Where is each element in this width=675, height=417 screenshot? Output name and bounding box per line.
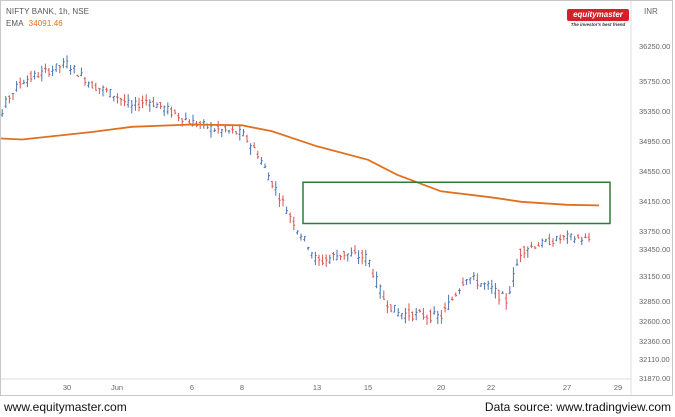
x-tick-label: 13	[313, 383, 321, 392]
chart-frame: 36250.00 35750.00 35350.00 34950.00 34550.00…	[0, 0, 673, 397]
y-tick-label: 32600.00	[639, 317, 670, 326]
x-tick-label: 6	[190, 383, 194, 392]
x-tick-label: 27	[563, 383, 571, 392]
y-tick-label: 33450.00	[639, 245, 670, 254]
footer-data-source: Data source: www.tradingview.com	[484, 400, 671, 414]
y-tick-label: 34550.00	[639, 167, 670, 176]
x-tick-label: 8	[240, 383, 244, 392]
y-tick-label: 33150.00	[639, 272, 670, 281]
y-tick-label: 36250.00	[639, 42, 670, 51]
currency-label: INR	[644, 7, 658, 16]
footer-website-link[interactable]: www.equitymaster.com	[4, 400, 127, 414]
x-tick-label: 30	[63, 383, 71, 392]
ema-readout: EMA 34091.46	[6, 19, 63, 28]
y-tick-label: 31870.00	[639, 374, 670, 383]
x-tick-label: 20	[437, 383, 445, 392]
x-tick-label: 15	[364, 383, 372, 392]
ema-value: 34091.46	[28, 19, 63, 28]
y-tick-label: 35750.00	[639, 77, 670, 86]
y-tick-label: 34150.00	[639, 197, 670, 206]
ema-line	[1, 123, 600, 207]
y-tick-label: 32850.00	[639, 297, 670, 306]
x-tick-label: Jun	[111, 383, 123, 392]
highlight-box	[302, 181, 611, 225]
y-tick-label: 33750.00	[639, 227, 670, 236]
chart-title: NIFTY BANK, 1h, NSE	[6, 7, 90, 16]
logo-tagline: The investor's best friend	[570, 22, 626, 27]
equitymaster-logo: equitymaster	[567, 9, 629, 21]
x-tick-label: 29	[614, 383, 622, 392]
chart-plot: 36250.00 35750.00 35350.00 34950.00 34550.00…	[1, 1, 670, 397]
y-tick-label: 32360.00	[639, 337, 670, 346]
footer: www.equitymaster.com Data source: www.tr…	[0, 396, 675, 417]
y-tick-label: 34950.00	[639, 137, 670, 146]
ema-label: EMA	[6, 19, 24, 28]
y-tick-label: 35350.00	[639, 107, 670, 116]
y-tick-label: 32110.00	[639, 355, 670, 364]
x-tick-label: 22	[487, 383, 495, 392]
